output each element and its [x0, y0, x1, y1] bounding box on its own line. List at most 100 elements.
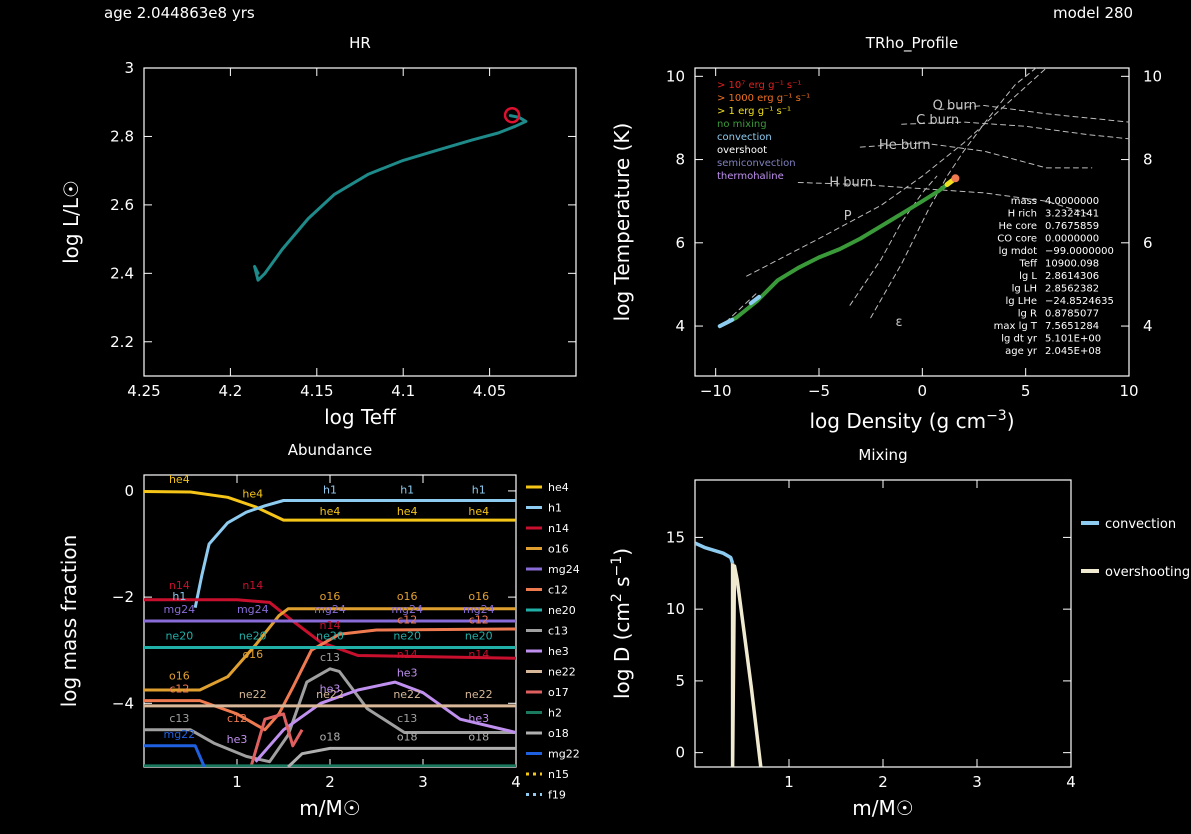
abundance-curve-label: ne20: [165, 630, 193, 643]
y-tick-label-right: 10: [1143, 67, 1162, 85]
y-tick-label: 2.6: [110, 196, 134, 214]
info-value: 0.0000000: [1045, 234, 1099, 245]
x-tick-label: 0: [918, 382, 928, 400]
trho-legend-entry: convection: [717, 132, 772, 143]
info-label: He core: [998, 221, 1037, 232]
x-tick-label: 5: [1021, 382, 1031, 400]
x-tick-label: 2: [878, 773, 888, 791]
abundance-curve-label: o16: [242, 648, 263, 661]
abundance-legend-label: c13: [548, 625, 568, 638]
x-tick-label: 4.05: [473, 382, 506, 400]
x-tick-label: −10: [700, 382, 732, 400]
abundance-curve-label: h1: [323, 484, 337, 497]
abundance-curve-label: ne20: [465, 630, 493, 643]
abundance-curve-label: mg24: [463, 603, 495, 616]
abundance-legend-label: he3: [548, 645, 569, 658]
abundance-legend-label: o16: [548, 543, 569, 556]
abundance-curve-label: c12: [397, 614, 417, 627]
abundance-line-he4: [144, 490, 516, 522]
abundance-legend-label: o18: [548, 727, 569, 740]
trho-profile-line: [717, 176, 958, 329]
abundance-curve-label: he4: [169, 473, 190, 486]
abundance-line-he3: [254, 680, 516, 763]
x-tick-label: 3: [972, 773, 982, 791]
trho-guide-curve: [725, 292, 758, 323]
abundance-curve-label: c13: [320, 651, 340, 664]
abundance-curve-label: o18: [468, 730, 489, 743]
info-label: lg LH: [1012, 284, 1037, 295]
trho-annotation: P: [844, 209, 852, 224]
chart-title: HR: [349, 34, 371, 52]
trho-annotation: C burn: [916, 113, 959, 128]
abundance-curve-label: mg22: [163, 728, 195, 741]
model-label: model 280: [1053, 4, 1134, 22]
abundance-curve-label: he4: [242, 487, 263, 500]
info-value: 7.5651284: [1045, 321, 1099, 332]
abundance-curve-label: n14: [468, 648, 489, 661]
trho-legend-entry: thermohaline: [717, 171, 784, 182]
trho-legend-entry: semiconvection: [717, 158, 796, 169]
y-tick-label-right: 6: [1143, 234, 1153, 252]
abundance-legend-label: h2: [548, 707, 562, 720]
y-axis-label: log Temperature (K): [610, 123, 634, 322]
abundance-legend-label: n15: [548, 768, 569, 781]
trho-guide-curve: [938, 105, 1130, 123]
trho-guide-curve: [901, 121, 1130, 140]
abundance-curve-label: ne22: [465, 688, 493, 701]
info-value: 2.8562382: [1045, 284, 1099, 295]
abundance-curve-label: ne20: [239, 630, 267, 643]
trho-legend-entry: > 10⁷ erg g⁻¹ s⁻¹: [717, 80, 801, 91]
info-value: −99.0000000: [1045, 246, 1114, 257]
x-tick-label: 4.2: [218, 382, 242, 400]
y-tick-label: 5: [675, 672, 685, 690]
abundance-line-mg22: [144, 744, 206, 767]
info-label: mass: [1011, 196, 1037, 207]
mixing-legend-label: overshooting: [1105, 565, 1190, 580]
y-tick-label: 10: [666, 600, 685, 618]
abundance-curve-label: n14: [397, 648, 418, 661]
y-tick-label: 6: [675, 234, 685, 252]
abundance-curve-label: o16: [397, 590, 418, 603]
abundance-legend-label: f19: [548, 789, 566, 802]
abundance-legend-label: h1: [548, 502, 562, 515]
mixing-line-overshooting: [730, 563, 763, 767]
chart-title: TRho_Profile: [865, 34, 958, 53]
abundance-legend-label: c12: [548, 584, 568, 597]
y-axis-label: log L/L☉: [59, 180, 83, 264]
abundance-curve-label: he4: [320, 505, 341, 518]
x-tick-label: −5: [808, 382, 830, 400]
y-tick-label: 2.8: [110, 127, 134, 145]
chart-title: Mixing: [858, 446, 907, 464]
info-value: 2.045E+08: [1045, 346, 1101, 357]
abundance-curve-label: he4: [397, 505, 418, 518]
y-tick-label: 0: [675, 744, 685, 762]
info-value: 0.8785077: [1045, 309, 1099, 320]
abundance-curve-label: he3: [320, 683, 341, 696]
info-label: CO core: [997, 234, 1037, 245]
y-tick-label-right: 8: [1143, 151, 1153, 169]
abundance-curve-label: n14: [242, 579, 263, 592]
abundance-curve-label: ne22: [316, 688, 344, 701]
y-tick-label: 15: [666, 528, 685, 546]
abundance-curve-label: o16: [468, 590, 489, 603]
y-tick-label-right: 4: [1143, 317, 1153, 335]
y-tick-label: 2.2: [110, 333, 134, 351]
trho-profile-convection-outer: [717, 317, 735, 329]
x-axis-label: m/M☉: [852, 796, 913, 820]
abundance-line-n14: [144, 598, 516, 660]
abundance-line-o16: [144, 607, 516, 692]
trho-annotation: O burn: [933, 99, 977, 114]
abundance-legend-label: ne22: [548, 666, 576, 679]
abundance-curve-label: mg24: [314, 603, 346, 616]
y-tick-label: 0: [124, 482, 134, 500]
info-label: lg mdot: [999, 246, 1038, 257]
hr-current-marker: [503, 106, 521, 124]
x-tick-label: 4.25: [127, 382, 160, 400]
mixing-series-group: [695, 541, 763, 767]
abundance-curve-label: n14: [169, 579, 190, 592]
abundance-legend-label: mg24: [548, 563, 580, 576]
abundance-curve-label: o16: [320, 590, 341, 603]
abundance-curve-label: c13: [169, 712, 189, 725]
abundance-curve-label: he3: [397, 667, 418, 680]
